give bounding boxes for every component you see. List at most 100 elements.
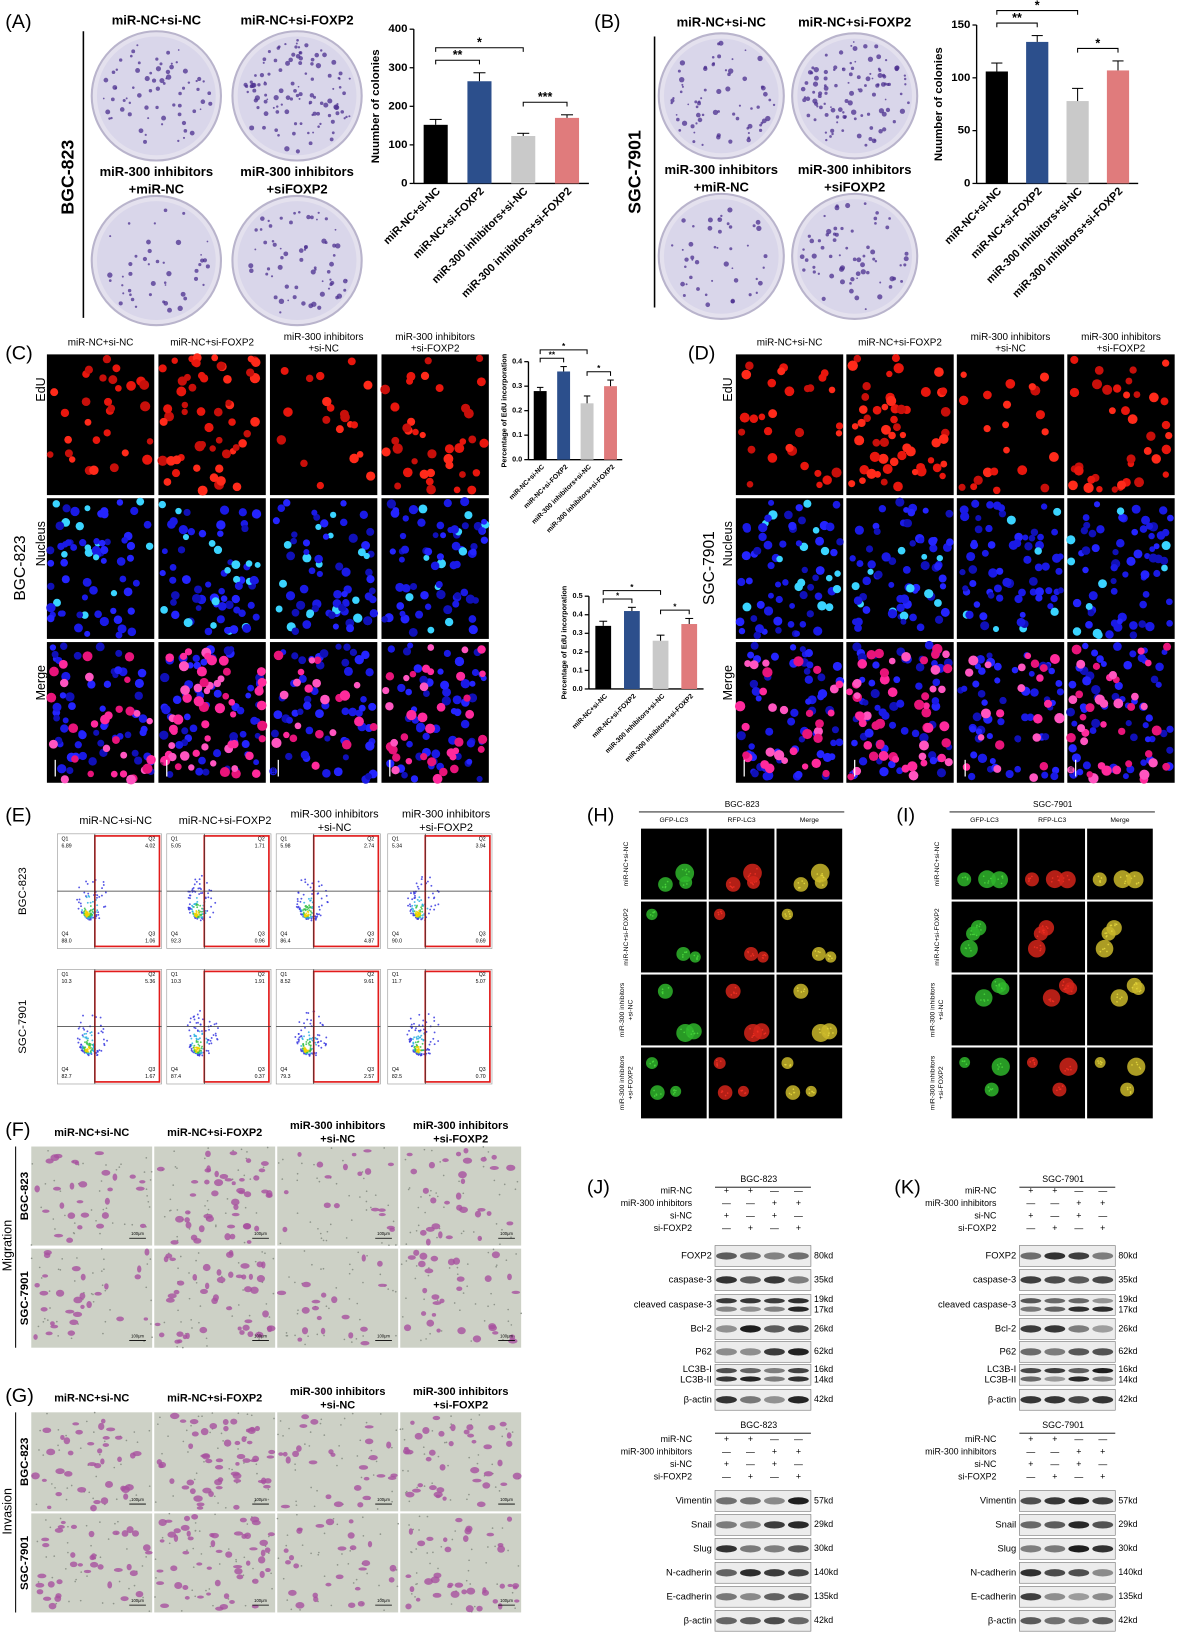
pore <box>416 1486 418 1489</box>
cell <box>167 1293 177 1299</box>
cell <box>250 1458 259 1463</box>
cell <box>745 361 754 370</box>
cell <box>1068 695 1078 705</box>
cell <box>1098 579 1107 589</box>
pore <box>468 1456 471 1459</box>
colony <box>804 81 809 85</box>
colony <box>831 132 834 136</box>
cell <box>851 582 860 591</box>
cell <box>95 642 105 652</box>
cell <box>932 463 942 473</box>
assay-label: Invasion <box>1 1488 15 1535</box>
colony <box>871 138 877 144</box>
pore <box>456 1273 459 1276</box>
cell <box>308 657 316 664</box>
quadrant-name: Q2 <box>367 836 374 842</box>
row-label: SGC-7901 <box>17 1000 29 1054</box>
colony <box>309 93 315 98</box>
event <box>299 900 302 903</box>
cell <box>189 1488 196 1495</box>
pore <box>92 1300 95 1303</box>
colony <box>197 76 202 82</box>
colony <box>850 229 854 233</box>
colony <box>336 103 339 106</box>
pore <box>148 1429 151 1432</box>
cell <box>204 1179 210 1185</box>
cell <box>411 1488 421 1493</box>
cell <box>246 1440 253 1445</box>
colony <box>206 240 209 243</box>
cell <box>203 687 211 695</box>
cell <box>865 545 874 553</box>
cell <box>187 527 196 536</box>
colony <box>289 220 293 225</box>
cell <box>1087 609 1095 617</box>
cell <box>189 724 198 733</box>
cell <box>466 739 475 748</box>
pore <box>405 1490 408 1493</box>
cell <box>90 720 99 728</box>
event <box>322 1024 324 1027</box>
cell <box>734 701 746 712</box>
cell <box>425 723 436 734</box>
pore <box>304 1343 306 1346</box>
pore <box>213 1495 216 1498</box>
pore <box>99 1521 101 1523</box>
event <box>205 1049 208 1052</box>
cell <box>450 708 458 715</box>
cell <box>61 671 71 682</box>
quadrant-name: Q4 <box>171 1067 178 1073</box>
event <box>102 906 105 908</box>
cell <box>113 615 123 625</box>
cell <box>1014 594 1023 604</box>
cell <box>146 438 154 445</box>
pore <box>145 1157 148 1159</box>
pore <box>59 1517 62 1520</box>
colony <box>331 131 335 135</box>
cell <box>425 1456 432 1462</box>
cell <box>1125 377 1133 385</box>
cell <box>243 1191 252 1198</box>
event <box>95 914 98 916</box>
colony <box>904 83 907 86</box>
cell <box>55 1289 65 1297</box>
cell <box>167 519 176 529</box>
pore <box>194 1595 197 1598</box>
scale-bar-label: 100μm <box>500 1497 513 1502</box>
pore <box>313 1163 315 1166</box>
cell <box>477 734 488 744</box>
cell <box>385 672 395 681</box>
pore <box>350 1219 353 1221</box>
cell <box>300 750 310 760</box>
cell <box>939 387 948 396</box>
event <box>96 904 99 907</box>
cell <box>762 771 772 781</box>
cell <box>186 1479 195 1486</box>
cell <box>46 603 56 613</box>
cell <box>191 593 201 603</box>
cell <box>879 674 890 685</box>
cell <box>921 707 932 718</box>
cell <box>440 532 447 539</box>
cell <box>988 568 998 578</box>
cell <box>93 729 100 736</box>
cell <box>292 1450 300 1458</box>
pore <box>145 1286 148 1289</box>
pore <box>248 1314 251 1317</box>
pore <box>423 1298 425 1301</box>
pore <box>182 1440 185 1443</box>
colony <box>317 125 320 129</box>
colony <box>845 246 849 250</box>
pore <box>308 1445 311 1447</box>
cell <box>35 1582 45 1588</box>
cell <box>183 618 193 628</box>
colony <box>119 58 123 62</box>
colony <box>697 100 701 104</box>
pore <box>355 1338 358 1340</box>
row-label: BGC-823 <box>19 1172 31 1220</box>
event <box>208 889 211 891</box>
cell <box>443 499 452 508</box>
cell <box>214 1170 219 1178</box>
cell <box>238 1190 245 1195</box>
cell <box>1021 713 1029 722</box>
